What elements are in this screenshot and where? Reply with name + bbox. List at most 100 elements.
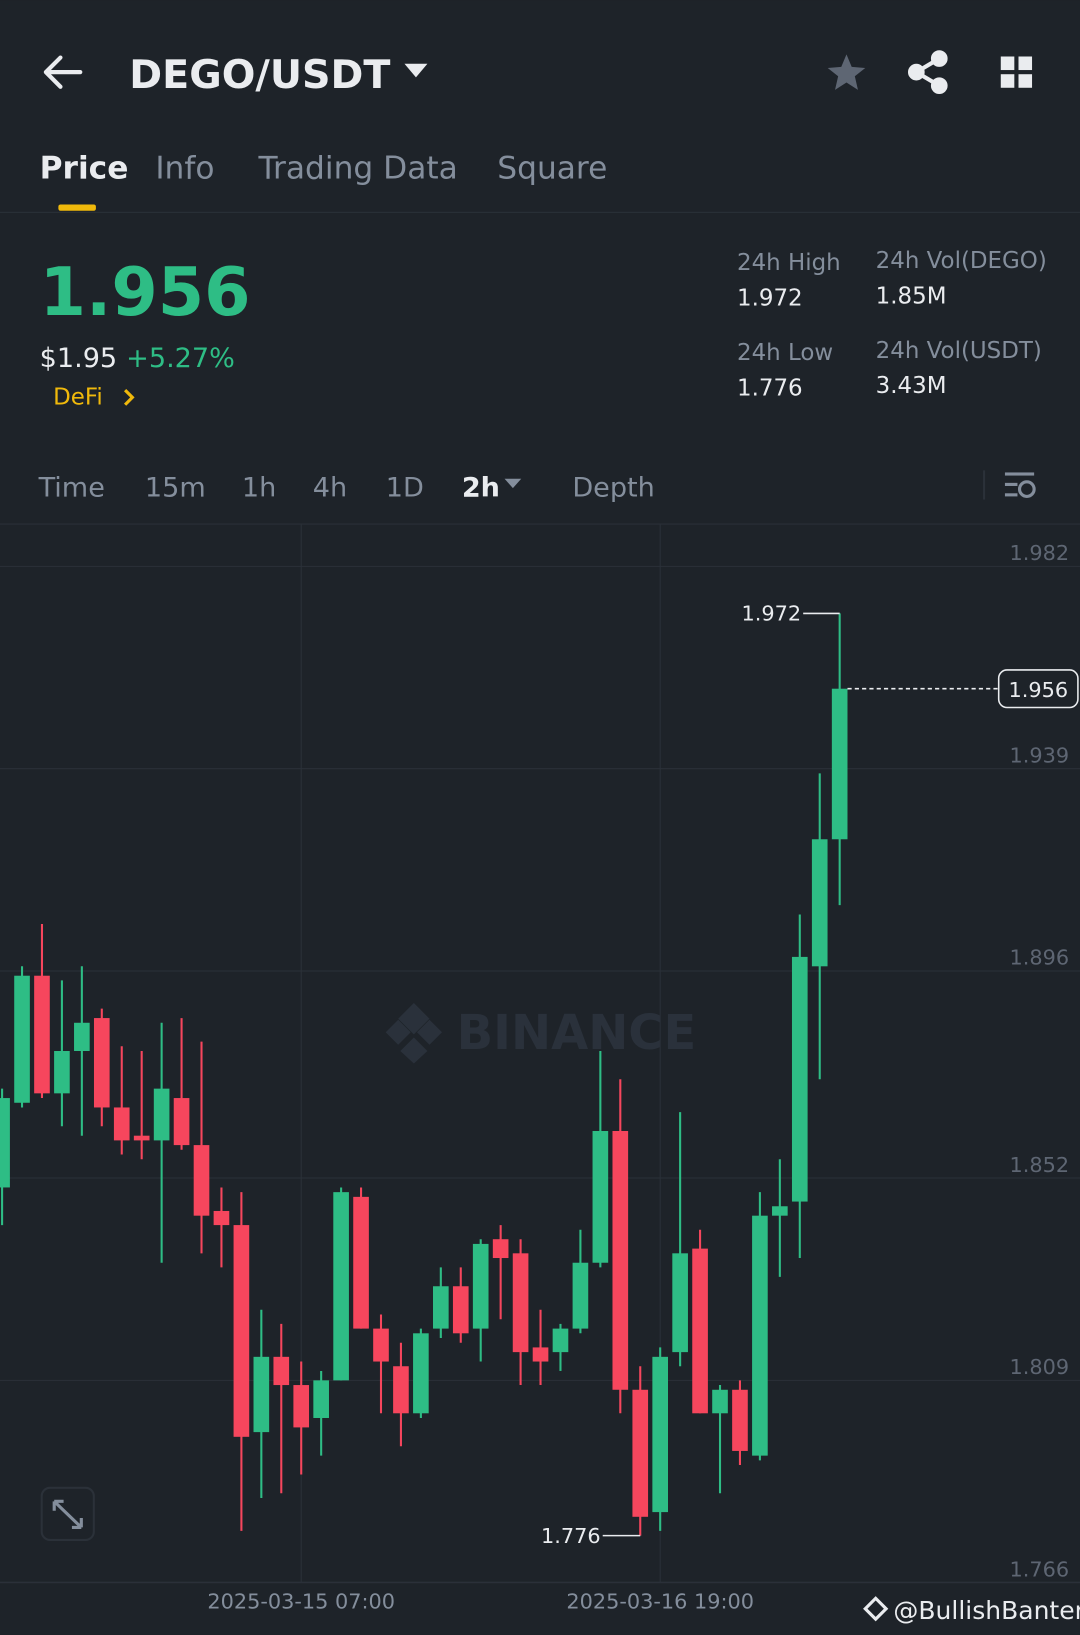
stat-value: 1.776 <box>737 375 803 401</box>
last-price: 1.956 <box>40 253 251 331</box>
candle-body <box>233 1225 250 1437</box>
candlestick-chart: 1.982 1.939 1.896 1.852 1.809 1.766 2025-03-15… <box>0 524 1080 1614</box>
current-price-label: 1.956 <box>1008 678 1068 702</box>
low-marker-label: 1.776 <box>541 1524 601 1548</box>
candle-body <box>113 1107 130 1141</box>
candle-body <box>811 839 828 967</box>
credit-logo <box>863 1596 889 1622</box>
candle-body <box>652 1356 669 1513</box>
candle-body <box>831 688 848 840</box>
candle-body <box>93 1018 110 1108</box>
candle-body <box>672 1253 688 1353</box>
candle-body <box>492 1239 509 1259</box>
watermark-text: BINANCE <box>457 1005 697 1061</box>
candle-body <box>353 1196 369 1329</box>
chart-settings-icon[interactable] <box>1004 472 1036 498</box>
interval-selected[interactable]: 2h <box>462 472 500 503</box>
candle-body <box>552 1328 569 1353</box>
stat-label: 24h Low <box>737 340 833 366</box>
candle-body <box>692 1248 708 1414</box>
y-tick-label: 1.809 <box>1010 1355 1070 1379</box>
interval[interactable]: 4h <box>313 472 347 503</box>
stat-label: 24h High <box>737 250 841 276</box>
x-tick-label: 2025-03-15 07:00 <box>207 1590 395 1614</box>
interval[interactable]: Time <box>38 472 105 503</box>
candle-body <box>752 1215 768 1456</box>
y-tick-label: 1.982 <box>1010 541 1070 565</box>
candle-body <box>273 1356 290 1386</box>
credit: @BullishBanter <box>893 1596 1080 1625</box>
tab[interactable]: Trading Data <box>258 150 458 186</box>
candle-body <box>193 1145 210 1216</box>
favorite-icon[interactable] <box>827 54 866 90</box>
candle-body <box>393 1366 409 1414</box>
price-change: +5.27% <box>126 343 235 374</box>
y-tick-label: 1.939 <box>1010 743 1070 767</box>
candle-body <box>572 1262 589 1329</box>
current-price-box <box>997 669 1079 709</box>
divider <box>0 1581 1080 1583</box>
candle-body <box>74 1022 90 1051</box>
y-tick-label: 1.896 <box>1010 946 1070 970</box>
watermark: BINANCE <box>385 1003 697 1064</box>
divider <box>0 523 1080 525</box>
tab[interactable]: Square <box>497 150 607 186</box>
interval[interactable]: 1D <box>386 472 424 503</box>
candle-body <box>772 1206 788 1216</box>
y-tick-label: 1.852 <box>1010 1153 1070 1177</box>
tab[interactable]: Price <box>40 150 129 186</box>
candle-body <box>54 1050 70 1094</box>
candle-body <box>0 1098 10 1188</box>
candle-body <box>153 1088 170 1141</box>
candle-body <box>373 1328 389 1362</box>
candle-body <box>213 1210 230 1226</box>
candle-body <box>433 1286 449 1329</box>
share-icon[interactable] <box>907 50 948 95</box>
candle-body <box>472 1243 489 1329</box>
candle-body <box>413 1333 429 1414</box>
separator <box>983 470 986 500</box>
candle-body <box>712 1389 728 1414</box>
candle-body <box>14 975 30 1103</box>
candle-body <box>293 1385 310 1428</box>
menu-icon[interactable] <box>1000 56 1033 88</box>
divider <box>0 211 1080 213</box>
y-tick-label: 1.766 <box>1010 1557 1070 1581</box>
pair-title[interactable]: DEGO/USDT <box>129 52 390 98</box>
candle-body <box>732 1389 748 1451</box>
tab[interactable]: Info <box>155 150 214 186</box>
candle-body <box>452 1286 469 1334</box>
candle-body <box>612 1130 629 1390</box>
sector-tag[interactable]: DeFi <box>53 385 103 411</box>
stat-label: 24h Vol(DEGO) <box>876 248 1047 274</box>
stat-value: 3.43M <box>876 373 947 399</box>
high-marker-label: 1.972 <box>741 602 801 626</box>
back-button[interactable] <box>43 55 83 89</box>
x-tick-label: 2025-03-16 19:00 <box>566 1590 754 1614</box>
usd-price: $1.95 <box>40 343 118 374</box>
candle-body <box>313 1380 329 1418</box>
candle-body <box>632 1389 649 1517</box>
candle-body <box>253 1356 270 1433</box>
candle-body <box>333 1192 349 1381</box>
stat-value: 1.972 <box>737 286 803 312</box>
stat-label: 24h Vol(USDT) <box>876 338 1042 364</box>
interval[interactable]: 1h <box>242 472 276 503</box>
stat-value: 1.85M <box>876 284 947 310</box>
candle-body <box>532 1347 549 1362</box>
candle-body <box>791 956 808 1202</box>
candle-body <box>34 975 50 1094</box>
candle-body <box>512 1253 529 1353</box>
expand-button[interactable] <box>40 1486 95 1541</box>
pair-dropdown[interactable] <box>404 63 428 78</box>
tag-chevron[interactable] <box>123 388 135 406</box>
tab-indicator <box>58 204 96 211</box>
candle-body <box>173 1098 190 1146</box>
interval[interactable]: 15m <box>145 472 206 503</box>
candle-body <box>133 1135 150 1141</box>
interval[interactable]: Depth <box>572 472 655 503</box>
interval-dropdown[interactable] <box>504 478 522 489</box>
